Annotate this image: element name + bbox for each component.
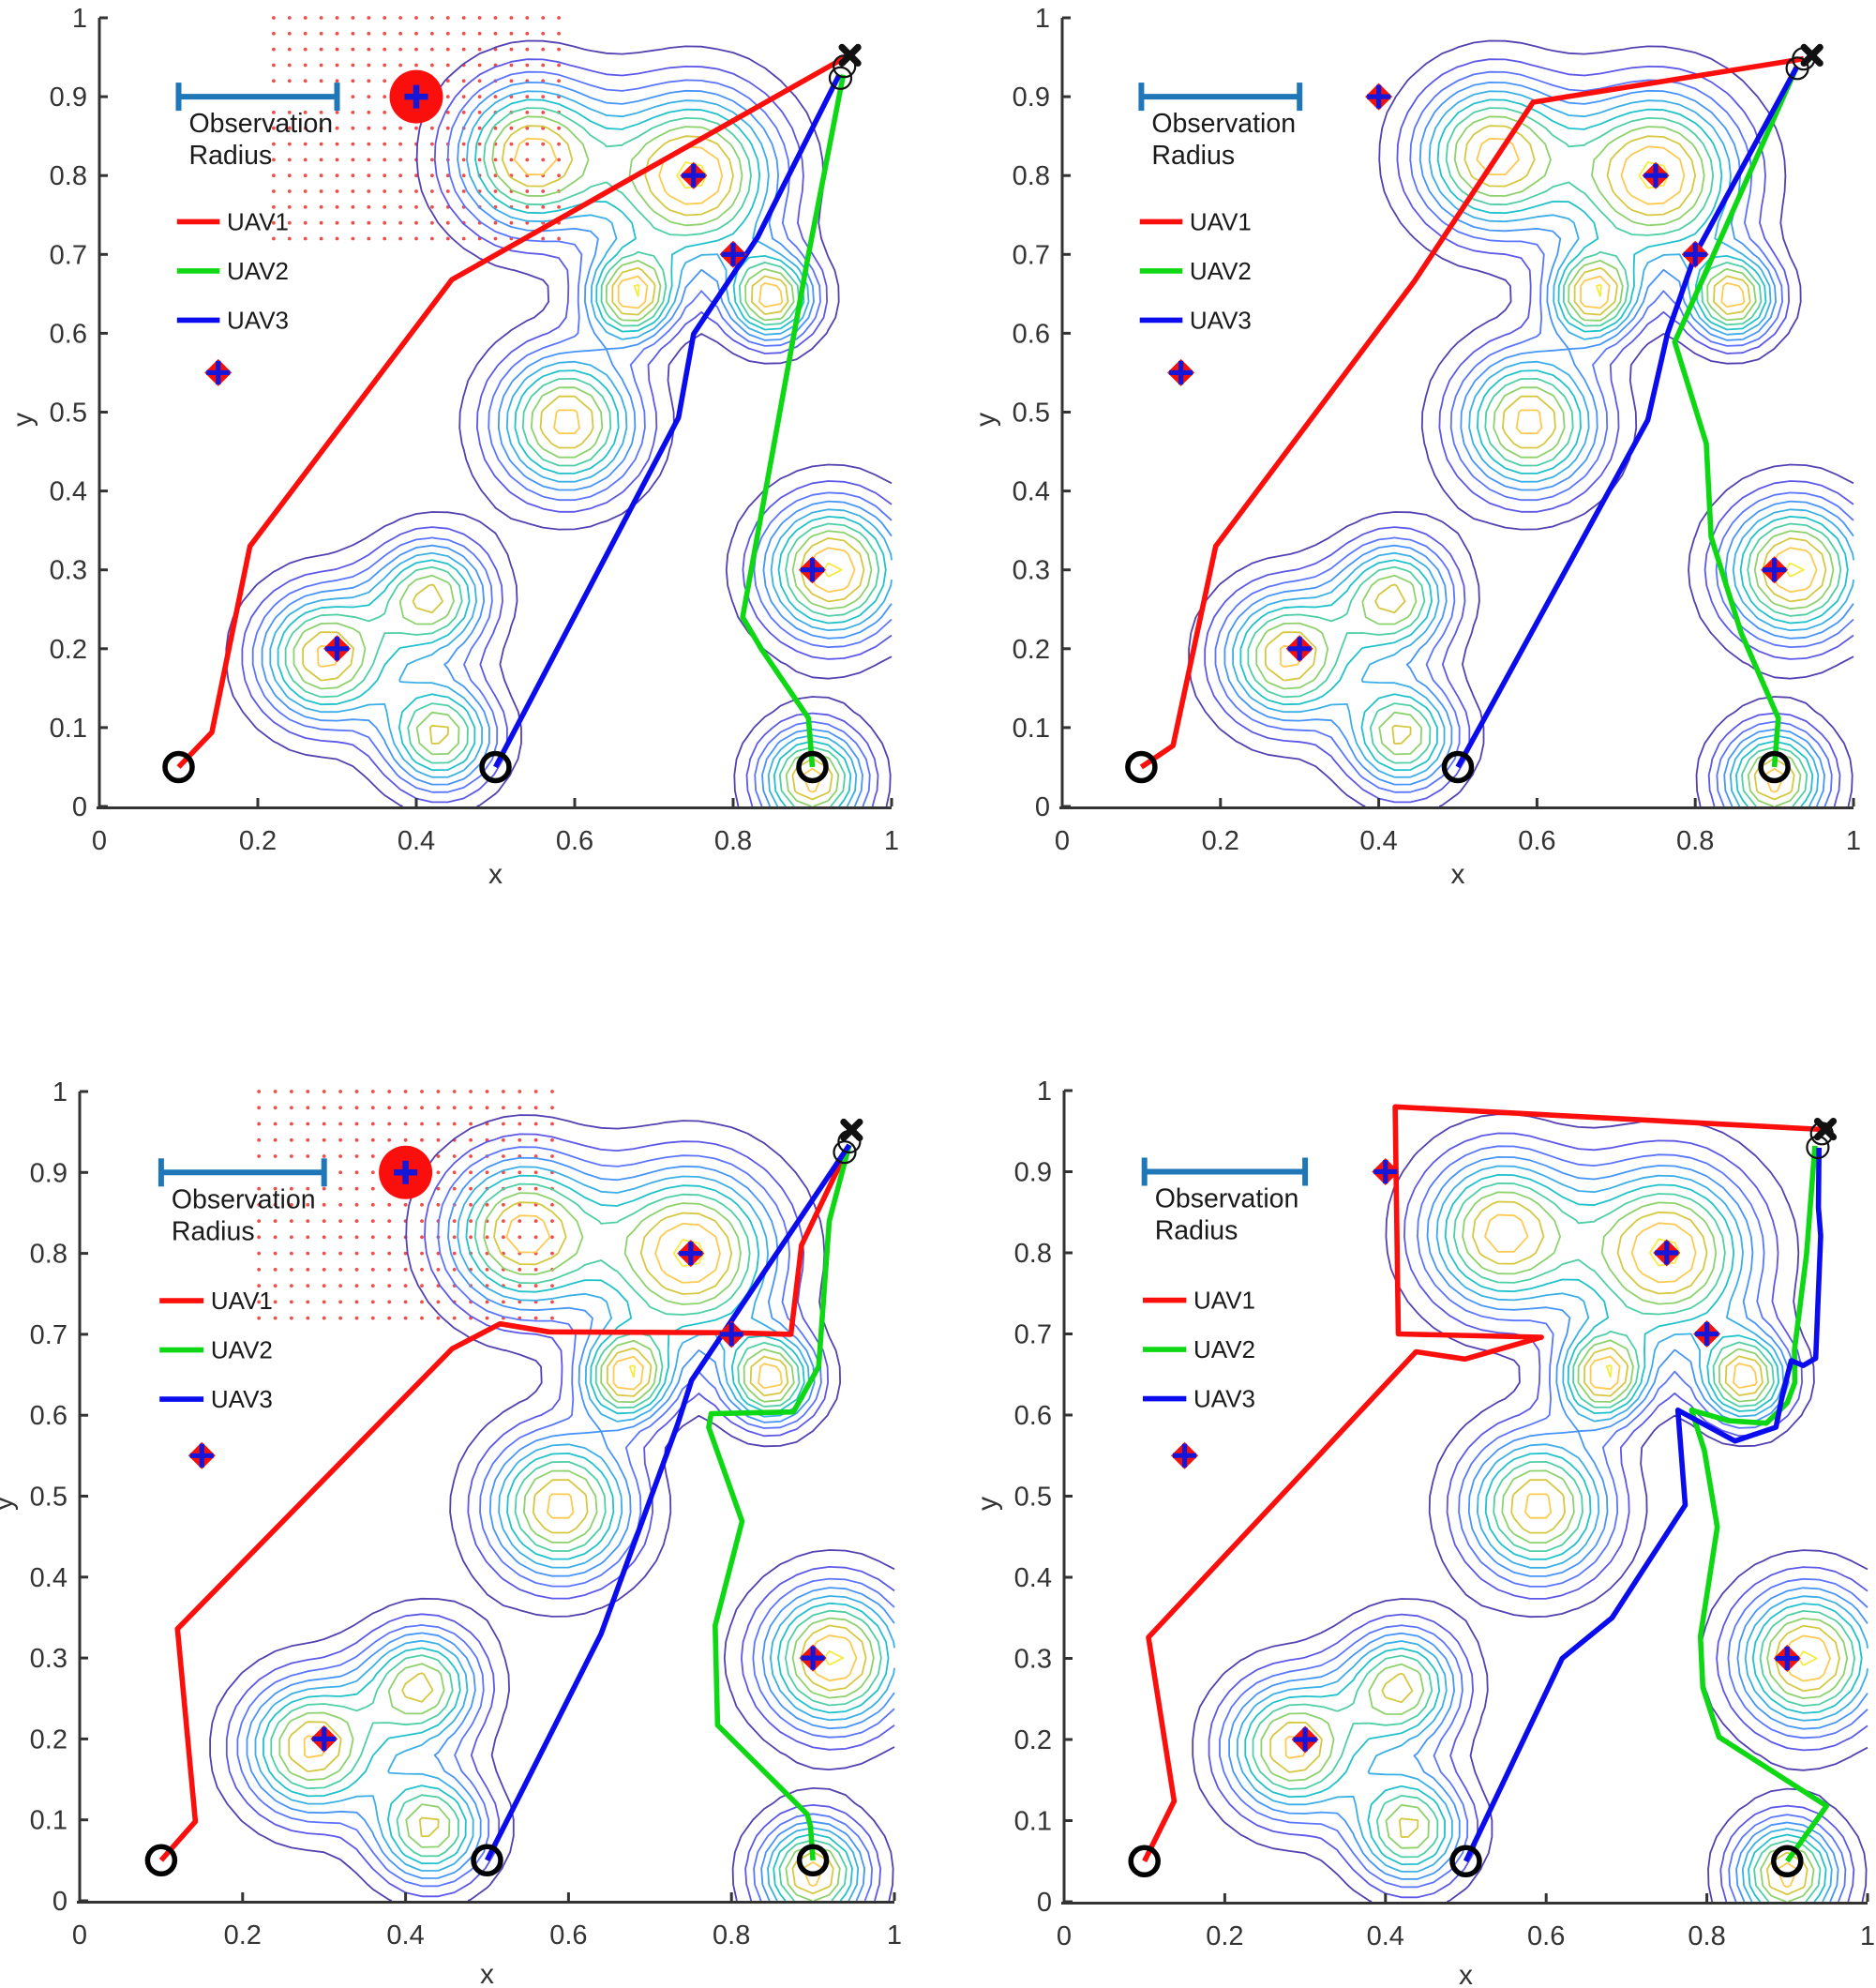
svg-text:0.2: 0.2 xyxy=(1202,826,1239,856)
svg-text:0.6: 0.6 xyxy=(1527,1921,1565,1951)
svg-text:0.6: 0.6 xyxy=(1014,1401,1052,1431)
svg-text:0.2: 0.2 xyxy=(1013,635,1050,665)
svg-text:0.4: 0.4 xyxy=(386,1920,424,1950)
svg-text:0.8: 0.8 xyxy=(30,1240,68,1270)
svg-text:0.6: 0.6 xyxy=(556,826,593,856)
svg-text:1: 1 xyxy=(1860,1921,1875,1951)
svg-text:0.2: 0.2 xyxy=(224,1920,262,1950)
svg-text:0: 0 xyxy=(1057,1921,1072,1951)
svg-text:0.1: 0.1 xyxy=(1014,1807,1052,1837)
svg-text:1: 1 xyxy=(887,1920,902,1950)
svg-text:0.1: 0.1 xyxy=(1013,714,1050,744)
svg-text:0: 0 xyxy=(72,1920,87,1950)
svg-text:0.4: 0.4 xyxy=(1014,1563,1052,1593)
svg-text:UAV2: UAV2 xyxy=(1190,257,1252,285)
svg-text:0: 0 xyxy=(92,826,107,856)
svg-text:0.6: 0.6 xyxy=(50,319,87,349)
svg-text:0.7: 0.7 xyxy=(30,1320,68,1350)
svg-text:1: 1 xyxy=(1035,4,1050,34)
svg-text:Radius: Radius xyxy=(1155,1216,1238,1246)
svg-text:0.7: 0.7 xyxy=(1014,1320,1052,1350)
svg-text:0: 0 xyxy=(72,792,87,822)
svg-text:0.9: 0.9 xyxy=(30,1158,68,1188)
svg-text:Observation: Observation xyxy=(1155,1184,1299,1214)
svg-text:0: 0 xyxy=(1055,826,1070,856)
svg-text:1: 1 xyxy=(1037,1077,1052,1107)
svg-text:Observation: Observation xyxy=(1151,109,1296,139)
svg-text:0.6: 0.6 xyxy=(30,1401,68,1431)
svg-text:UAV2: UAV2 xyxy=(227,257,289,285)
svg-text:0.9: 0.9 xyxy=(1014,1158,1052,1188)
svg-text:Radius: Radius xyxy=(172,1216,255,1246)
svg-text:UAV1: UAV1 xyxy=(1190,207,1252,235)
svg-text:x: x xyxy=(1451,859,1465,890)
svg-text:y: y xyxy=(972,1497,1003,1511)
svg-text:0.7: 0.7 xyxy=(1013,240,1050,270)
svg-text:x: x xyxy=(1459,1960,1473,1988)
svg-text:1: 1 xyxy=(53,1077,68,1107)
svg-text:0.2: 0.2 xyxy=(1206,1921,1243,1951)
svg-text:0.8: 0.8 xyxy=(713,1920,750,1950)
svg-text:0.2: 0.2 xyxy=(30,1724,68,1755)
svg-text:y: y xyxy=(970,413,1001,427)
svg-text:0.4: 0.4 xyxy=(398,826,435,856)
svg-text:0.6: 0.6 xyxy=(1518,826,1555,856)
svg-text:x: x xyxy=(488,859,503,890)
svg-text:0.6: 0.6 xyxy=(549,1920,587,1950)
svg-text:0: 0 xyxy=(53,1887,68,1917)
svg-text:UAV1: UAV1 xyxy=(1193,1287,1255,1315)
svg-text:0.8: 0.8 xyxy=(1688,1921,1725,1951)
svg-text:0.8: 0.8 xyxy=(714,826,752,856)
svg-text:0.1: 0.1 xyxy=(50,714,87,744)
svg-text:Observation: Observation xyxy=(189,109,334,139)
svg-text:0.8: 0.8 xyxy=(1013,161,1050,191)
svg-text:0.6: 0.6 xyxy=(1013,319,1050,349)
svg-text:UAV3: UAV3 xyxy=(1193,1385,1255,1413)
svg-text:0.5: 0.5 xyxy=(1013,399,1050,429)
svg-text:0.9: 0.9 xyxy=(50,83,87,113)
svg-text:UAV2: UAV2 xyxy=(1193,1335,1255,1363)
svg-text:0.8: 0.8 xyxy=(1676,826,1714,856)
svg-text:0.1: 0.1 xyxy=(30,1806,68,1836)
svg-text:UAV3: UAV3 xyxy=(227,306,289,334)
svg-text:UAV2: UAV2 xyxy=(211,1336,273,1364)
svg-text:0.3: 0.3 xyxy=(1014,1645,1052,1675)
svg-text:1: 1 xyxy=(72,4,87,34)
svg-text:0.8: 0.8 xyxy=(1014,1239,1052,1269)
svg-text:Observation: Observation xyxy=(172,1184,316,1214)
svg-text:UAV1: UAV1 xyxy=(227,207,289,235)
svg-text:0: 0 xyxy=(1035,792,1050,822)
svg-text:0.3: 0.3 xyxy=(30,1644,68,1674)
svg-text:1: 1 xyxy=(884,826,899,856)
svg-text:0: 0 xyxy=(1037,1888,1052,1918)
svg-text:0.9: 0.9 xyxy=(1013,83,1050,113)
svg-text:0.4: 0.4 xyxy=(1013,477,1050,507)
svg-text:0.3: 0.3 xyxy=(1013,556,1050,586)
svg-text:0.4: 0.4 xyxy=(30,1563,68,1593)
svg-text:UAV1: UAV1 xyxy=(211,1287,273,1315)
svg-text:y: y xyxy=(0,1497,19,1511)
svg-text:UAV3: UAV3 xyxy=(1190,306,1252,334)
svg-text:0.5: 0.5 xyxy=(1014,1483,1052,1513)
svg-text:Radius: Radius xyxy=(1151,141,1235,171)
svg-text:x: x xyxy=(480,1959,494,1988)
svg-text:0.4: 0.4 xyxy=(50,477,87,507)
svg-text:UAV3: UAV3 xyxy=(211,1385,273,1413)
svg-text:y: y xyxy=(8,413,38,427)
svg-text:0.2: 0.2 xyxy=(1014,1725,1052,1755)
svg-text:1: 1 xyxy=(1846,826,1861,856)
svg-text:0.5: 0.5 xyxy=(30,1483,68,1513)
svg-text:0.4: 0.4 xyxy=(1367,1921,1404,1951)
svg-text:0.2: 0.2 xyxy=(50,635,87,665)
svg-text:0.4: 0.4 xyxy=(1359,826,1397,856)
svg-text:0.8: 0.8 xyxy=(50,161,87,191)
svg-text:Radius: Radius xyxy=(189,141,273,171)
svg-text:0.5: 0.5 xyxy=(50,399,87,429)
svg-text:0.3: 0.3 xyxy=(50,556,87,586)
svg-text:0.2: 0.2 xyxy=(239,826,277,856)
svg-text:0.7: 0.7 xyxy=(50,240,87,270)
